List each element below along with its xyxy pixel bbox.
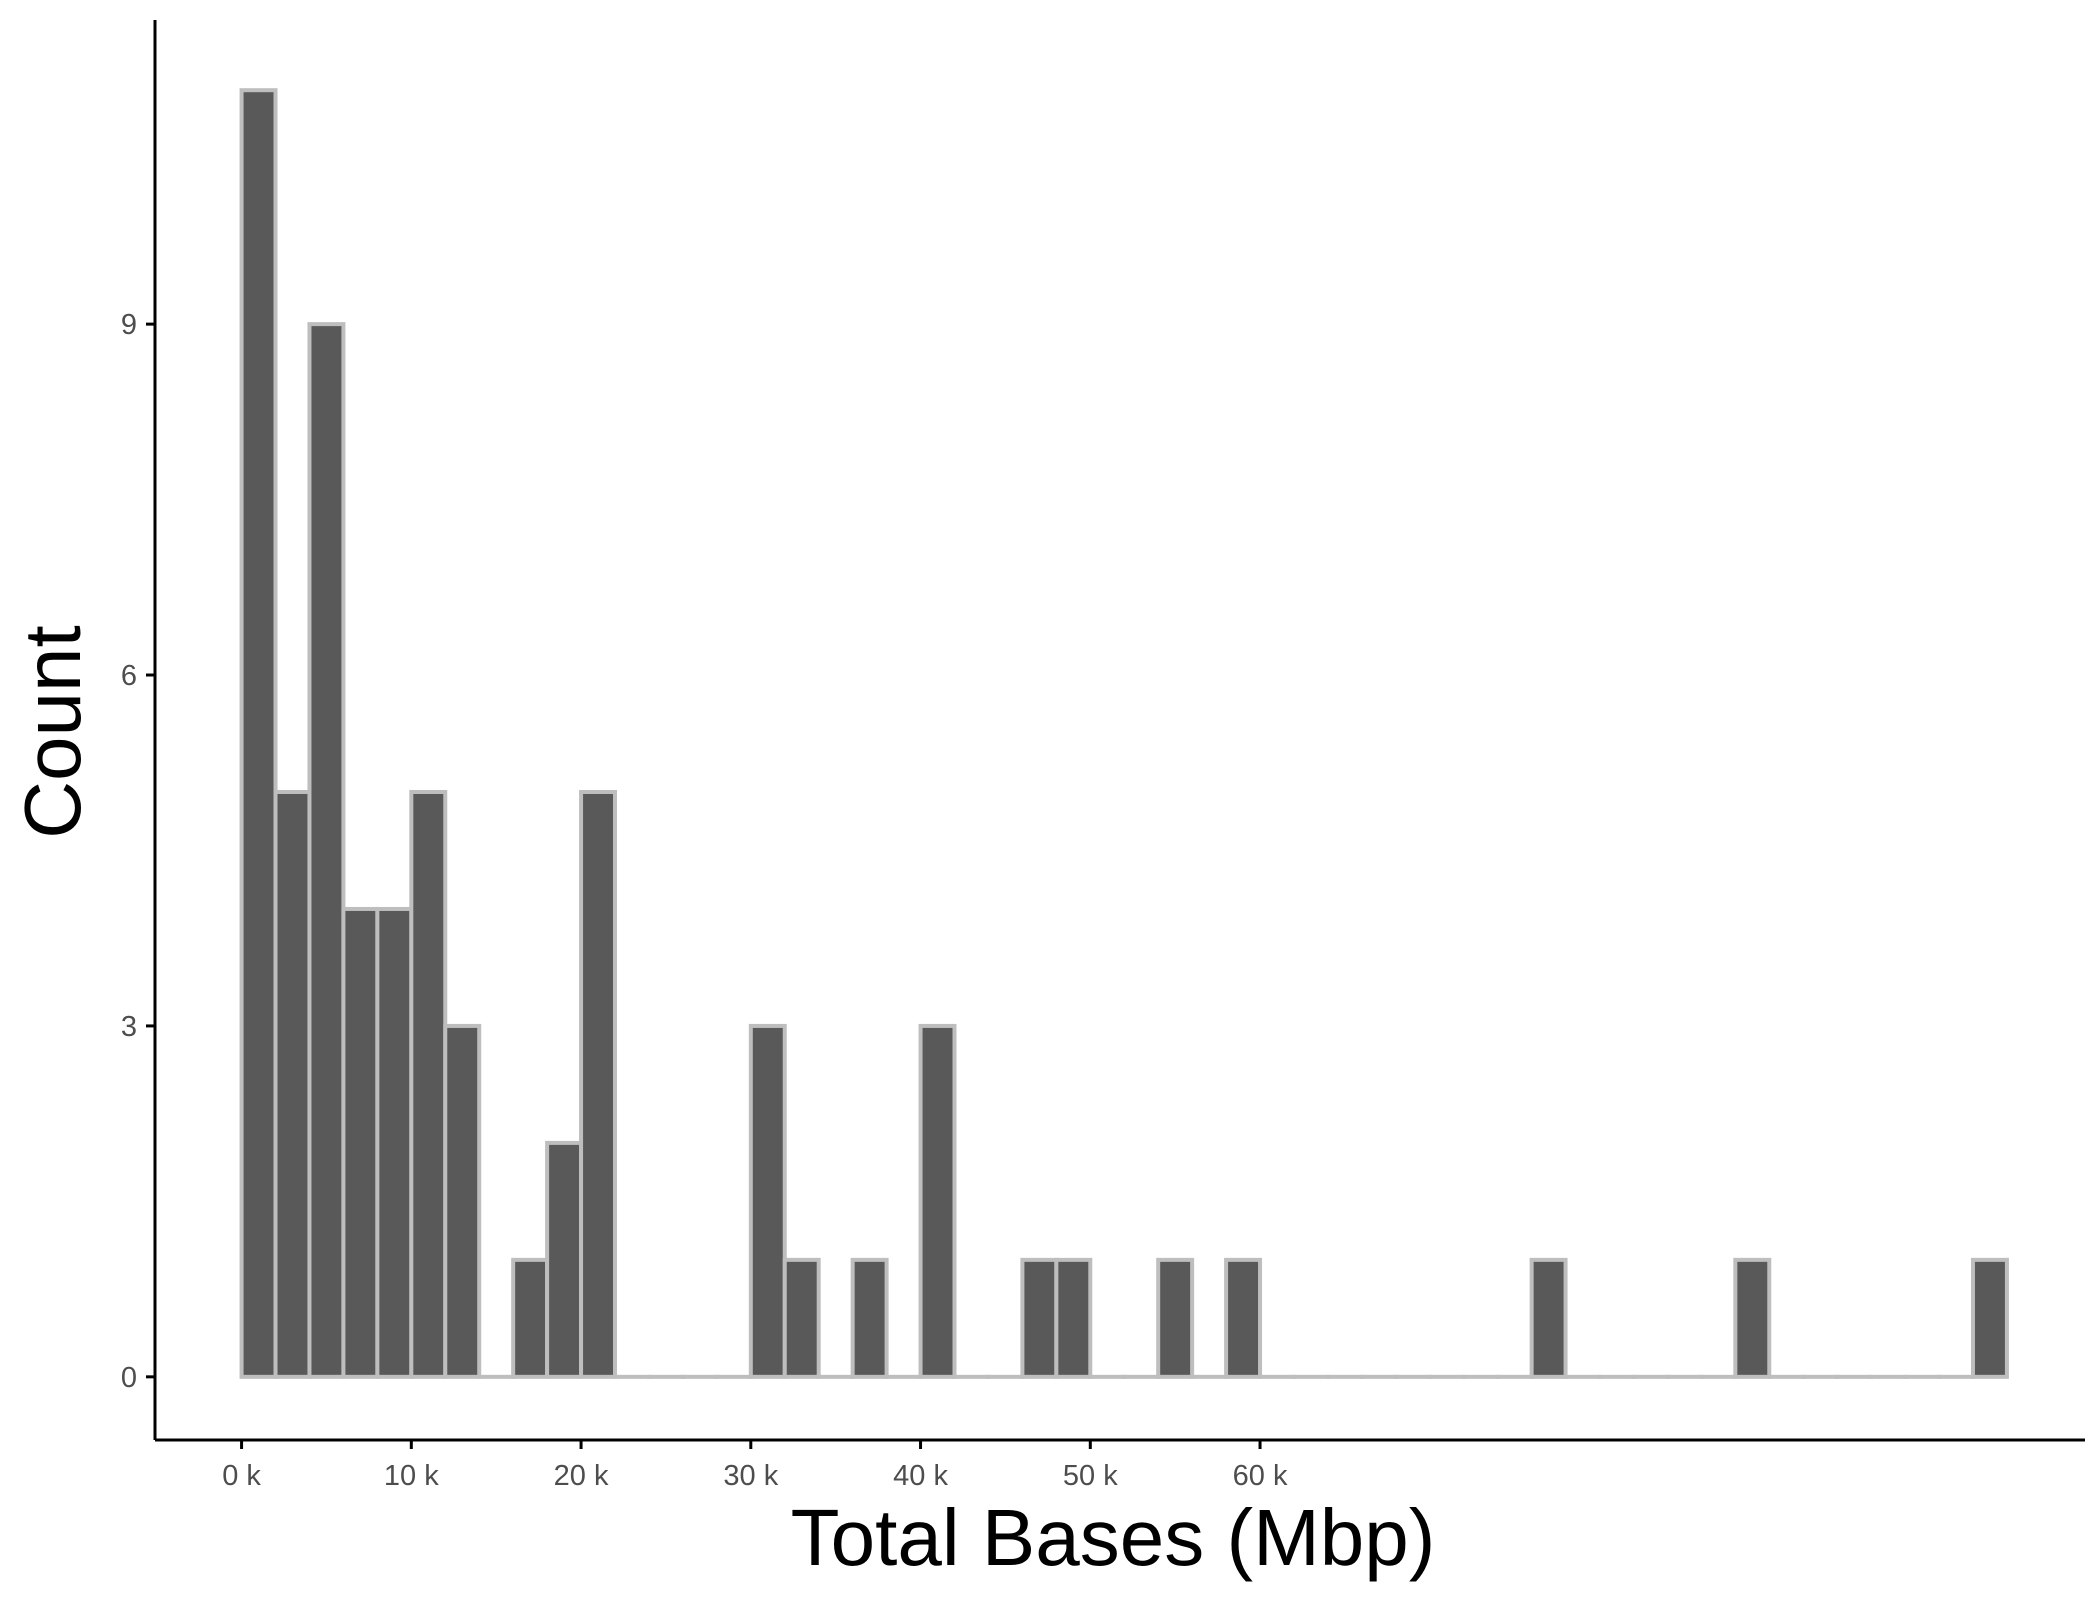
- histogram-bar: [782, 1257, 821, 1379]
- histogram-bar: [1224, 1257, 1263, 1379]
- y-axis-title: Count: [8, 625, 97, 838]
- y-tick-label: 0: [121, 1362, 137, 1394]
- histogram-bar: [1970, 1257, 2009, 1379]
- histogram-bar: [443, 1023, 482, 1379]
- histogram-bar: [850, 1257, 889, 1379]
- x-tick-label: 30 k: [723, 1460, 778, 1492]
- histogram-bar: [273, 789, 312, 1379]
- histogram-bar: [511, 1257, 550, 1379]
- histogram-bar: [579, 789, 618, 1379]
- histogram-bar: [918, 1023, 957, 1379]
- histogram-bar: [1156, 1257, 1195, 1379]
- histogram-bar: [409, 789, 448, 1379]
- histogram-bar: [239, 88, 278, 1379]
- axes: [153, 20, 2085, 1442]
- histogram-bar: [1733, 1257, 1772, 1379]
- x-tick-label: 10 k: [384, 1460, 439, 1492]
- x-axis-ticks: 0 k 10 k 20 k 30 k 40 k 50 k 60 k: [222, 1440, 1288, 1492]
- histogram-bar: [341, 906, 380, 1379]
- x-tick-label: 40 k: [893, 1460, 948, 1492]
- histogram-bar: [748, 1023, 787, 1379]
- y-tick-label: 6: [121, 660, 137, 692]
- x-tick-label: 0 k: [222, 1460, 261, 1492]
- histogram-bar: [1054, 1257, 1093, 1379]
- histogram-bar: [375, 906, 414, 1379]
- histogram-bars: [239, 88, 2009, 1379]
- histogram-bar: [1020, 1257, 1059, 1379]
- y-tick-label: 9: [121, 309, 137, 341]
- x-tick-label: 50 k: [1063, 1460, 1118, 1492]
- y-axis-ticks: 0 3 6 9: [121, 309, 155, 1394]
- x-tick-label: 20 k: [554, 1460, 609, 1492]
- x-axis-title: Total Bases (Mbp): [791, 1493, 1436, 1582]
- histogram-bar: [1529, 1257, 1568, 1379]
- y-tick-label: 3: [121, 1011, 137, 1043]
- x-tick-label: 60 k: [1233, 1460, 1288, 1492]
- histogram-bar: [545, 1140, 584, 1379]
- histogram-bar: [307, 322, 346, 1379]
